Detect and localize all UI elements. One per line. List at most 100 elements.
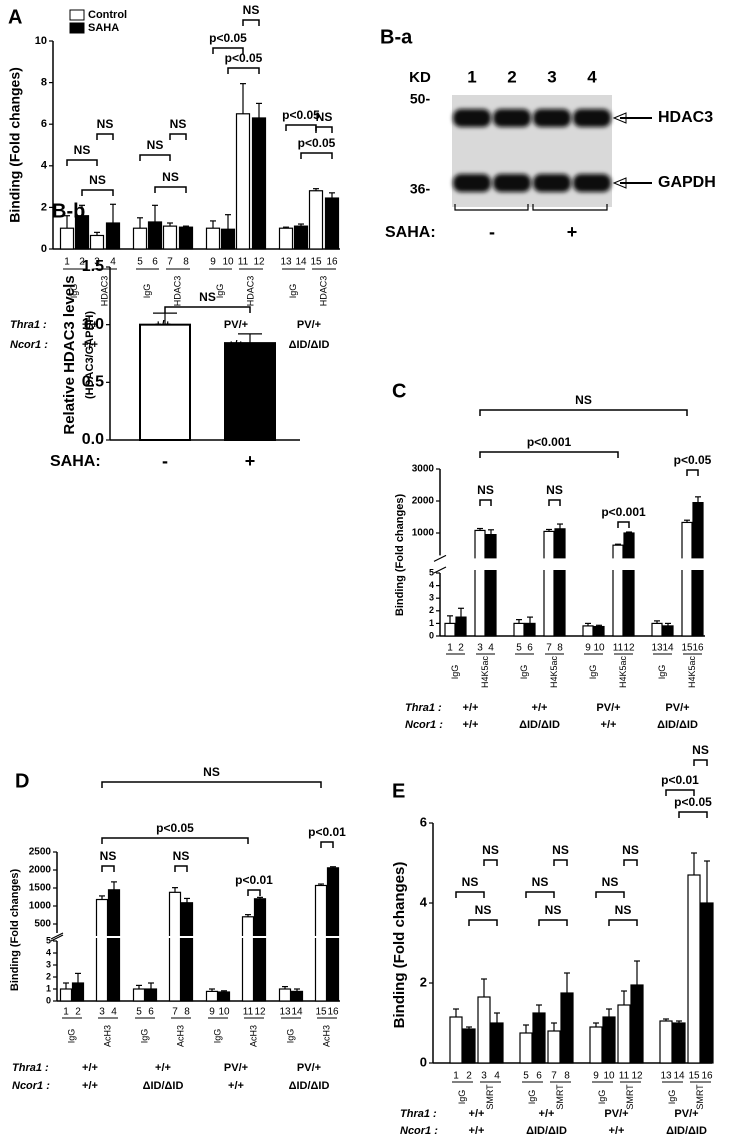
bar-number: 9 bbox=[209, 1007, 215, 1018]
bracket bbox=[479, 499, 492, 506]
bar-number: 13 bbox=[279, 1007, 291, 1018]
bar bbox=[662, 625, 674, 637]
bar-number: 11 bbox=[243, 1007, 254, 1018]
bar bbox=[560, 992, 574, 1064]
y-tick-label: 6 bbox=[420, 814, 427, 829]
bar bbox=[543, 530, 555, 637]
pair-label: H4K5ac bbox=[549, 655, 559, 688]
y-axis-label: Binding (Fold changes) bbox=[9, 869, 21, 992]
bracket bbox=[320, 841, 334, 848]
y-tick-label: 6 bbox=[41, 118, 47, 130]
break-mark bbox=[433, 554, 447, 562]
y-tick-label: 5 bbox=[46, 935, 51, 945]
bar bbox=[178, 226, 194, 250]
bar-number: 16 bbox=[692, 643, 704, 654]
annotation: NS bbox=[552, 843, 569, 857]
marker-label: 36- bbox=[410, 181, 431, 197]
annotation: NS bbox=[546, 483, 563, 497]
bar bbox=[444, 622, 456, 637]
y-tick-label: 4 bbox=[46, 947, 51, 957]
annotation: p<0.05 bbox=[298, 136, 336, 150]
genotype: PV/+ bbox=[604, 1108, 628, 1120]
band-label: GAPDH bbox=[658, 174, 716, 191]
y-tick-label: 3 bbox=[429, 593, 434, 603]
break-mark bbox=[433, 566, 447, 574]
panel-label: A bbox=[8, 6, 22, 28]
bar bbox=[107, 889, 121, 1002]
y-tick-label: 0 bbox=[420, 1054, 427, 1069]
y-tick-label: 0 bbox=[41, 243, 47, 255]
annotation: p<0.05 bbox=[674, 795, 712, 809]
genotype: +/+ bbox=[82, 1062, 98, 1074]
bracket bbox=[169, 133, 187, 140]
pair-label: SMRT bbox=[625, 1084, 635, 1110]
genotype: ΔID/ΔID bbox=[519, 719, 560, 731]
pair-label: H4K5ac bbox=[480, 655, 490, 688]
pair-label: IgG bbox=[667, 1090, 677, 1105]
genotype: +/+ bbox=[463, 719, 479, 731]
blot-band bbox=[493, 109, 531, 127]
bar bbox=[308, 190, 324, 250]
bar-number: 9 bbox=[593, 1071, 599, 1082]
y-tick-label: 1 bbox=[429, 618, 434, 628]
y-axis-label: Relative HDAC3 levels bbox=[61, 275, 78, 434]
bar-number: 14 bbox=[662, 643, 674, 654]
bar-number: 4 bbox=[111, 1007, 117, 1018]
annotation: p<0.001 bbox=[527, 435, 572, 449]
bracket bbox=[285, 124, 317, 131]
pair-label: IgG bbox=[597, 1090, 607, 1105]
bar bbox=[462, 1028, 476, 1064]
y-tick-label: 4 bbox=[429, 580, 434, 590]
blot-band bbox=[453, 174, 491, 192]
bar-number: 16 bbox=[701, 1071, 713, 1082]
bar bbox=[205, 990, 219, 1002]
panel-label: E bbox=[392, 780, 405, 802]
pair-label: HDAC3 bbox=[172, 276, 182, 307]
pair-label: AcH3 bbox=[321, 1025, 331, 1047]
bar-number: 2 bbox=[79, 257, 85, 268]
bar bbox=[224, 342, 276, 441]
bar bbox=[681, 521, 693, 637]
bar-number: 6 bbox=[536, 1071, 542, 1082]
bar-number: 4 bbox=[110, 257, 116, 268]
annotation: NS bbox=[162, 170, 179, 184]
treatment-label: - bbox=[489, 222, 495, 242]
legend-label: SAHA bbox=[88, 22, 119, 34]
row-label: Thra1 : bbox=[400, 1108, 437, 1120]
bar bbox=[524, 622, 536, 637]
bar-number: 12 bbox=[254, 1007, 266, 1018]
bar bbox=[235, 113, 251, 250]
pair-label: IgG bbox=[457, 1090, 467, 1105]
bar-number: 10 bbox=[603, 1071, 615, 1082]
bar bbox=[455, 616, 467, 637]
row-label: Thra1 : bbox=[405, 702, 442, 714]
annotation: NS bbox=[462, 875, 479, 889]
bar bbox=[278, 988, 292, 1002]
bar-number: 3 bbox=[94, 257, 100, 268]
y-tick-label: 2 bbox=[41, 201, 47, 213]
genotype: PV/+ bbox=[297, 319, 321, 331]
bar bbox=[59, 227, 75, 250]
annotation: p<0.05 bbox=[674, 453, 712, 467]
bar bbox=[132, 988, 146, 1002]
lane-bracket bbox=[532, 204, 608, 211]
row-label: Ncor1 : bbox=[12, 1080, 50, 1092]
bracket bbox=[686, 469, 699, 476]
bar-number: 11 bbox=[238, 257, 249, 268]
bar bbox=[477, 996, 491, 1064]
bar-number: 3 bbox=[99, 1007, 105, 1018]
annotation: NS bbox=[170, 117, 187, 131]
genotype: ΔID/ΔID bbox=[289, 1080, 330, 1092]
bracket bbox=[479, 409, 688, 416]
bar-number: 11 bbox=[619, 1071, 630, 1082]
bracket bbox=[212, 47, 244, 54]
bar bbox=[589, 1026, 603, 1064]
pair-label: IgG bbox=[450, 665, 460, 680]
y-tick-label: 1 bbox=[46, 983, 51, 993]
bracket bbox=[483, 859, 498, 866]
bar-number: 10 bbox=[593, 643, 605, 654]
bar bbox=[168, 891, 182, 1002]
annotation: NS bbox=[74, 143, 91, 157]
genotype: +/+ bbox=[155, 1062, 171, 1074]
